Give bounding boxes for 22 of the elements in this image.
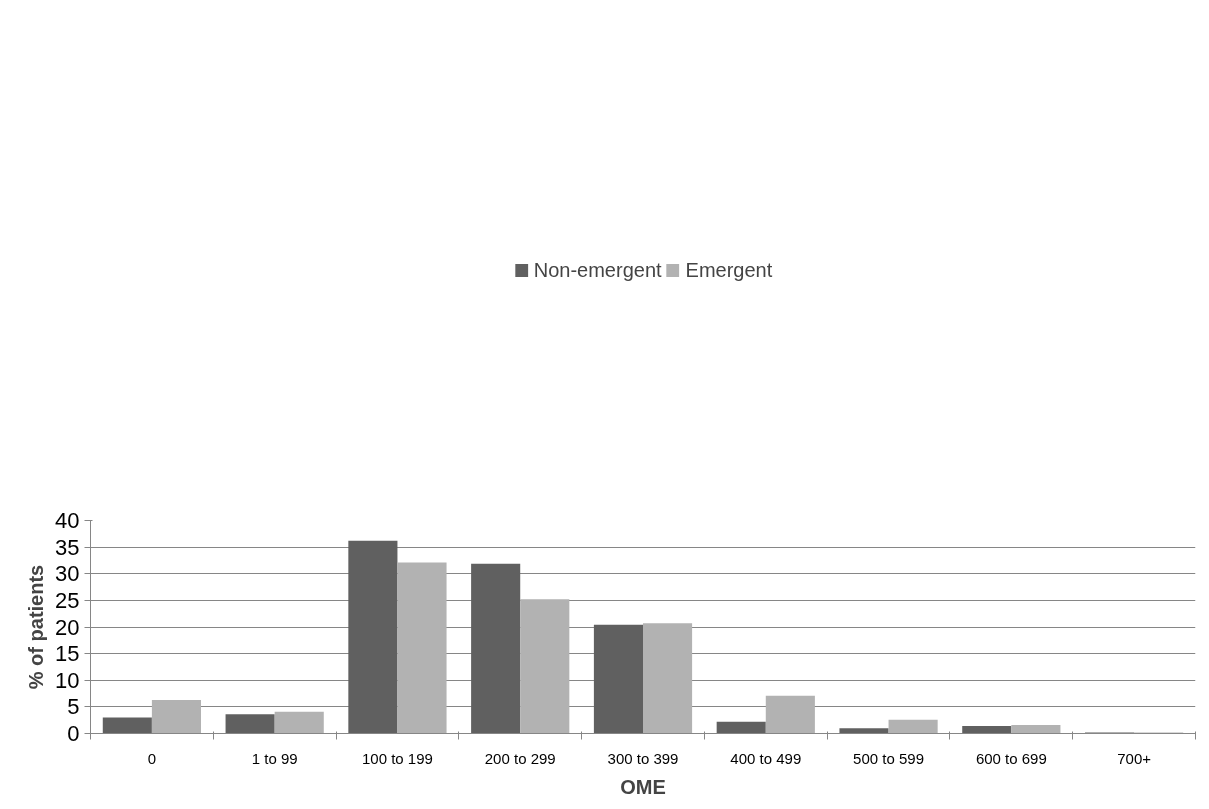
x-axis-title: OME: [620, 775, 666, 798]
x-tick-label: 1 to 99: [251, 749, 298, 767]
y-tick-label: 10: [55, 667, 80, 693]
y-tick-label: 25: [55, 587, 80, 613]
x-tick-label: 700+: [1117, 749, 1152, 767]
x-tick-label: 500 to 599: [853, 749, 925, 767]
x-tick-label: 0: [147, 749, 157, 767]
x-tick-label: 200 to 299: [484, 749, 556, 767]
y-tick-label: 5: [67, 694, 80, 720]
y-tick-label: 40: [55, 508, 80, 533]
legend-label: Emergent: [685, 258, 773, 282]
y-tick-label: 15: [55, 641, 80, 667]
legend-label: Non-emergent: [533, 258, 662, 282]
y-tick-label: 0: [67, 721, 80, 746]
x-tick-label: 400 to 499: [730, 749, 802, 767]
y-tick-label: 35: [55, 534, 80, 560]
y-axis-title: % of patients: [25, 564, 48, 690]
x-tick-label: 100 to 199: [362, 749, 433, 767]
y-tick-label: 30: [55, 561, 80, 587]
y-tick-label: 20: [55, 614, 80, 640]
x-tick-label: 600 to 699: [975, 749, 1047, 767]
x-tick-label: 300 to 399: [607, 749, 679, 767]
